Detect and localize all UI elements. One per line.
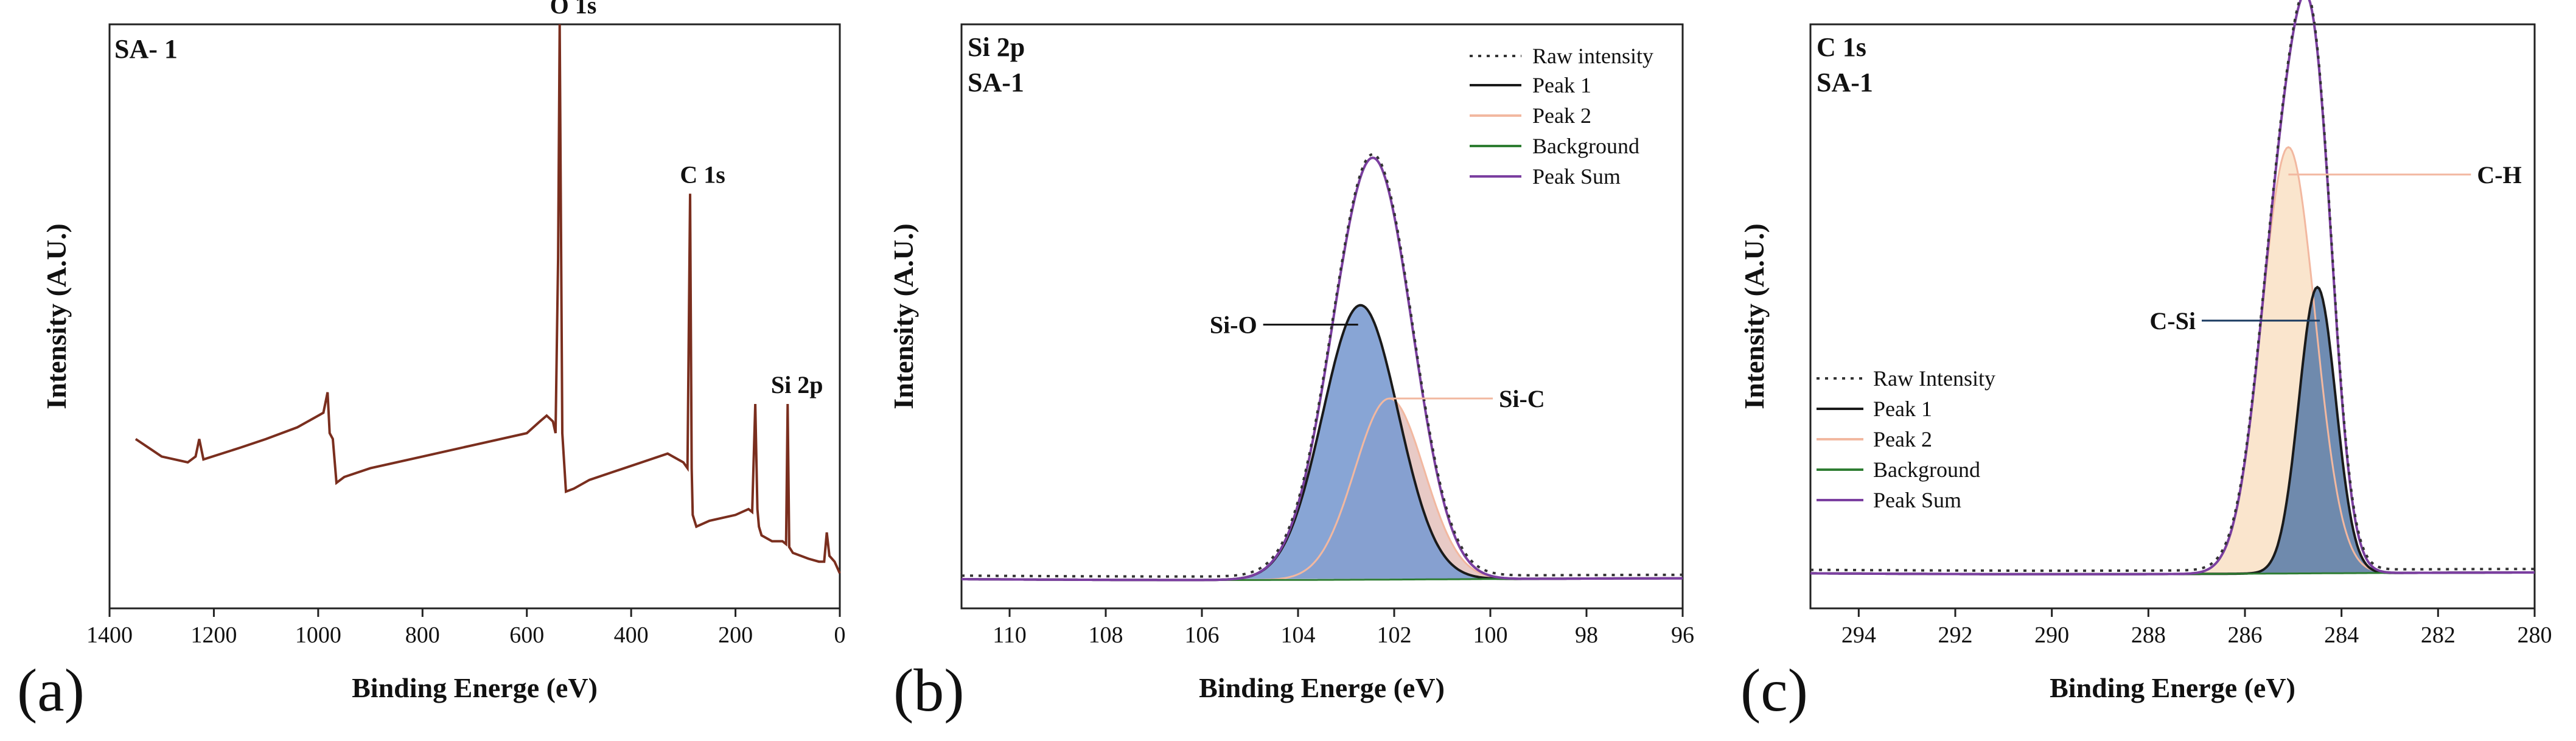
x-tick-label: 0 (834, 622, 846, 648)
x-tick-label: 1400 (86, 622, 133, 648)
peak1-fill (962, 305, 1683, 580)
panel-b-xlabel: Binding Energe (eV) (1199, 672, 1445, 703)
x-tick-label: 1000 (295, 622, 341, 648)
x-tick-label: 400 (614, 622, 649, 648)
panel-b-subtitle: SA-1 (968, 68, 1024, 97)
panel-a-xlabel: Binding Energe (eV) (352, 672, 598, 703)
legend-peak2-label: Peak 2 (1532, 103, 1591, 128)
x-tick-label: 288 (2131, 622, 2166, 648)
x-tick-label: 98 (1575, 622, 1598, 648)
panel-b-si2p: Si 2p SA-1 Intensity (A.U.) Binding Ener… (888, 23, 1694, 724)
legend-background-label: Background (1532, 134, 1639, 158)
x-tick-label: 104 (1281, 622, 1316, 648)
x-tick-label: 110 (993, 622, 1027, 648)
panel-b-fit-curves (961, 153, 1683, 582)
panel-a-survey: SA- 1 Intensity (A.U.) Binding Energe (e… (17, 0, 846, 724)
raw-intensity-line (961, 153, 1683, 578)
peak-label-si-c: Si-C (1499, 385, 1545, 412)
x-tick-label: 106 (1185, 622, 1220, 648)
x-tick-label: 800 (405, 622, 440, 648)
panel-c-plot-frame (1809, 23, 2536, 610)
panel-a-ylabel: Intensity (A.U.) (41, 223, 72, 409)
peak-sum-line (962, 156, 1683, 582)
legend-peak2-label: Peak 2 (1873, 427, 1932, 451)
panel-a-letter: (a) (17, 656, 85, 724)
panel-c-fit-curves (1810, 0, 2535, 576)
legend-background-label: Background (1873, 457, 1980, 482)
x-tick-label: 200 (718, 622, 753, 648)
annotation-c1s: C 1s (680, 161, 725, 188)
x-tick-label: 96 (1671, 622, 1694, 648)
x-tick-label: 102 (1377, 622, 1412, 648)
annotation-o1s: O 1s (550, 0, 597, 19)
panel-c-ylabel: Intensity (A.U.) (1739, 223, 1770, 409)
legend-raw-label: Raw intensity (1532, 44, 1653, 68)
legend-peak1-label: Peak 1 (1532, 73, 1591, 97)
panel-b-x-ticks: 110 108 106 104 102 100 98 96 (993, 608, 1694, 648)
x-tick-label: 284 (2324, 622, 2359, 648)
peak-sum-line (1810, 0, 2535, 576)
panel-c-title: C 1s (1817, 32, 1866, 62)
panel-a-x-ticks: 1400 1200 1000 800 600 400 200 0 (86, 608, 846, 648)
panel-b-letter: (b) (893, 656, 965, 724)
panel-a-plot-frame (108, 23, 841, 610)
raw-intensity-line (1810, 0, 2535, 572)
panel-c-legend: Raw Intensity Peak 1 Peak 2 Background P… (1817, 366, 1995, 512)
x-tick-label: 282 (2421, 622, 2456, 648)
panel-b-legend: Raw intensity Peak 1 Peak 2 Background P… (1470, 44, 1653, 189)
x-tick-label: 290 (2034, 622, 2069, 648)
panel-c-letter: (c) (1740, 656, 1808, 724)
panel-c-c1s: C 1s SA-1 Intensity (A.U.) Binding Energ… (1739, 0, 2552, 724)
x-tick-label: 292 (1938, 622, 1973, 648)
x-tick-label: 286 (2228, 622, 2263, 648)
peak-label-c-si: C-Si (2149, 307, 2196, 335)
x-tick-label: 1200 (190, 622, 237, 648)
panel-b-ylabel: Intensity (A.U.) (888, 223, 919, 409)
x-tick-label: 100 (1473, 622, 1508, 648)
panel-c-xlabel: Binding Energe (eV) (2050, 672, 2295, 703)
legend-sum-label: Peak Sum (1873, 488, 1961, 512)
annotation-si2p: Si 2p (771, 371, 823, 398)
panel-c-subtitle: SA-1 (1817, 68, 1873, 97)
peak-label-c-h: C-H (2477, 161, 2521, 189)
panel-c-x-ticks: 294 292 290 288 286 284 282 280 (1841, 608, 2552, 648)
panel-a-title: SA- 1 (114, 34, 178, 64)
x-tick-label: 294 (1841, 622, 1876, 648)
peak-label-si-o: Si-O (1210, 311, 1257, 339)
legend-sum-label: Peak Sum (1532, 164, 1621, 189)
x-tick-label: 280 (2518, 622, 2552, 648)
legend-peak1-label: Peak 1 (1873, 397, 1932, 421)
panel-a-survey-line (134, 24, 841, 574)
x-tick-label: 108 (1089, 622, 1123, 648)
legend-raw-label: Raw Intensity (1873, 366, 1995, 391)
panel-b-title: Si 2p (968, 32, 1025, 62)
x-tick-label: 600 (509, 622, 544, 648)
